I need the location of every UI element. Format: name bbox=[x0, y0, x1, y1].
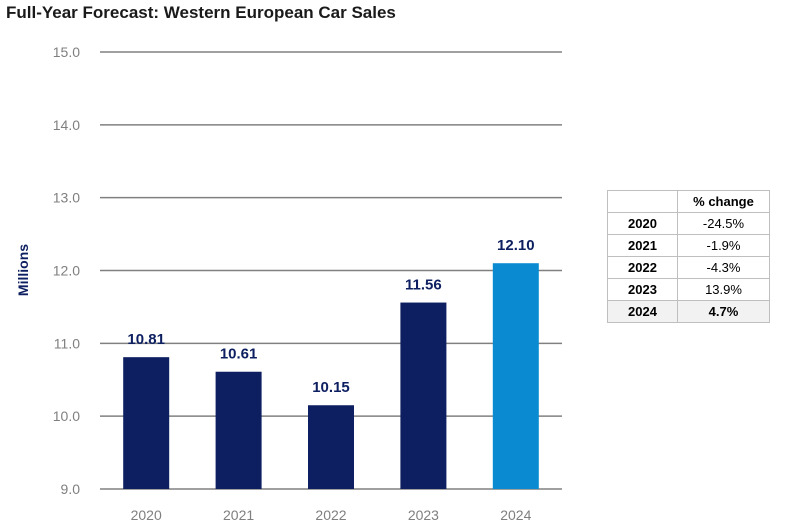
data-label: 10.61 bbox=[220, 346, 258, 363]
y-tick-label: 10.0 bbox=[53, 408, 80, 424]
data-label: 11.56 bbox=[405, 277, 442, 294]
data-label: 12.10 bbox=[497, 237, 535, 254]
table-pct-cell: -4.3% bbox=[677, 256, 770, 279]
y-tick-label: 9.0 bbox=[61, 481, 81, 497]
table-header-row: % change bbox=[607, 190, 770, 213]
table-pct-cell: 13.9% bbox=[677, 278, 770, 301]
table-year-cell: 2023 bbox=[607, 278, 678, 301]
x-tick-label: 2023 bbox=[408, 507, 439, 523]
table-year-cell: 2020 bbox=[607, 212, 678, 235]
table-year-cell: 2022 bbox=[607, 256, 678, 279]
table-year-cell: 2024 bbox=[607, 300, 678, 323]
x-tick-label: 2024 bbox=[500, 507, 531, 523]
bar-2024 bbox=[492, 263, 539, 489]
y-tick-label: 11.0 bbox=[54, 335, 80, 351]
table-pct-cell: -1.9% bbox=[677, 234, 770, 257]
table-pct-cell: -24.5% bbox=[677, 212, 770, 235]
y-tick-label: 13.0 bbox=[53, 190, 80, 206]
table-year-cell: 2021 bbox=[607, 234, 678, 257]
data-label: 10.15 bbox=[312, 379, 350, 396]
bar-2021 bbox=[215, 371, 262, 489]
table-row-highlighted: 2024 4.7% bbox=[607, 300, 770, 323]
x-tick-label: 2021 bbox=[223, 507, 254, 523]
percent-change-table: % change 2020 -24.5% 2021 -1.9% 2022 -4.… bbox=[607, 190, 770, 323]
table-corner-cell bbox=[607, 190, 678, 213]
bar-2020 bbox=[123, 357, 170, 489]
chart-title: Full-Year Forecast: Western European Car… bbox=[6, 3, 396, 22]
table-row: 2021 -1.9% bbox=[607, 234, 770, 257]
table-row: 2020 -24.5% bbox=[607, 212, 770, 235]
table-row: 2022 -4.3% bbox=[607, 256, 770, 279]
data-label: 10.81 bbox=[127, 331, 165, 348]
table-header-pct: % change bbox=[677, 190, 770, 213]
y-tick-label: 14.0 bbox=[53, 117, 80, 133]
table-pct-cell: 4.7% bbox=[677, 300, 770, 323]
bar-2022 bbox=[308, 405, 354, 489]
x-tick-label: 2020 bbox=[131, 507, 162, 523]
bar-2023 bbox=[400, 302, 447, 489]
y-tick-label: 15.0 bbox=[53, 44, 80, 60]
x-tick-label: 2022 bbox=[315, 507, 346, 523]
table-row: 2023 13.9% bbox=[607, 278, 770, 301]
y-tick-label: 12.0 bbox=[53, 263, 80, 279]
y-axis-label: Millions bbox=[15, 244, 31, 296]
